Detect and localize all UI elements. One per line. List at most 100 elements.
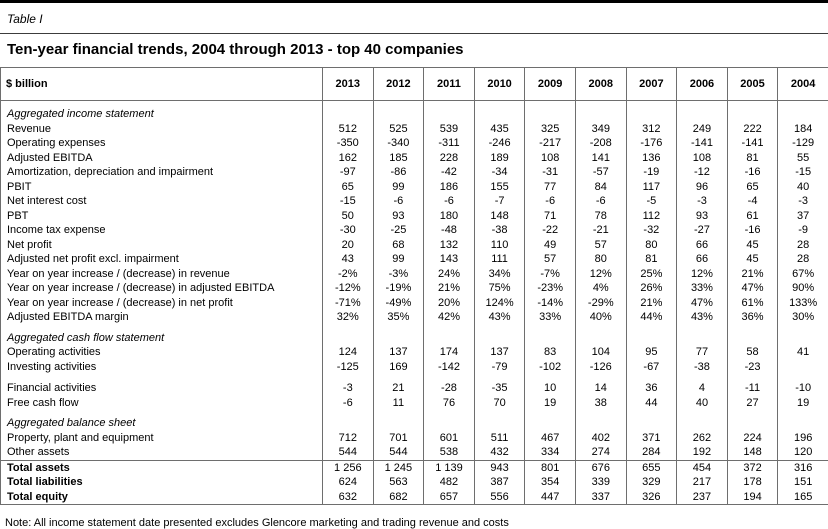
value-cell: -125 (322, 359, 374, 374)
value-cell: 217 (676, 475, 728, 490)
value-cell (322, 374, 374, 381)
value-cell: 81 (625, 252, 677, 267)
row-label: Year on year increase / (decrease) in ne… (7, 296, 233, 309)
value-cell: 47% (726, 281, 778, 296)
value-cell: 45 (726, 252, 778, 267)
value-cell: 132 (423, 237, 475, 252)
value-cell (322, 410, 374, 431)
value-cell (625, 410, 677, 431)
value-cell: -6 (322, 395, 374, 410)
year-header-2007: 2007 (625, 67, 677, 101)
value-cell: 65 (726, 179, 778, 194)
value-cell (625, 100, 677, 122)
row-label: Free cash flow (7, 396, 79, 409)
value-cell: 4 (676, 381, 728, 396)
value-cell: 435 (473, 121, 525, 136)
row-label: Property, plant and equipment (7, 431, 154, 444)
value-cell: 11 (372, 395, 424, 410)
value-cell: -23% (524, 281, 576, 296)
value-cell: 112 (625, 208, 677, 223)
value-cell: 151 (777, 475, 828, 490)
table-row: Operating activities 124 137 174 137 83 104 95 7… (1, 345, 828, 360)
value-cell: -3% (372, 266, 424, 281)
value-cell: 10 (524, 381, 576, 396)
value-cell: 36% (726, 310, 778, 325)
value-cell (372, 410, 424, 431)
value-cell: -49% (372, 295, 424, 310)
value-cell: -48 (423, 223, 475, 238)
value-cell: 228 (423, 150, 475, 165)
value-cell: -22 (524, 223, 576, 238)
value-cell: 262 (676, 430, 728, 445)
value-cell: -5 (625, 194, 677, 209)
value-cell (726, 374, 778, 381)
value-cell: 196 (777, 430, 828, 445)
value-cell (372, 100, 424, 122)
table-row: Investing activities -125 169 -142 -79 -102 -1… (1, 359, 828, 374)
value-cell: -350 (322, 136, 374, 151)
value-cell: 454 (676, 459, 728, 475)
value-cell (473, 100, 525, 122)
value-cell: 41 (777, 345, 828, 360)
row-label: Investing activities (7, 360, 97, 373)
value-cell: 165 (777, 489, 828, 505)
table-row: Other assets 544 544 538 432 334 274 284 192 148 1… (1, 445, 828, 460)
value-cell (726, 100, 778, 122)
value-cell: 174 (423, 345, 475, 360)
table-row: Net profit 20 68 132 110 49 57 80 66 45 28 (1, 237, 828, 252)
header-divider (0, 33, 828, 34)
value-cell: 19 (777, 395, 828, 410)
value-cell: -12% (322, 281, 374, 296)
value-cell: 141 (574, 150, 627, 165)
value-cell: 482 (423, 475, 475, 490)
value-cell: 120 (777, 445, 828, 460)
year-header-2005: 2005 (726, 67, 778, 101)
value-cell: 76 (423, 395, 475, 410)
value-cell: 676 (574, 459, 627, 475)
table-row: Total assets 1 256 1 245 1 139 943 801 676 655 4… (0, 459, 828, 475)
value-cell: 14 (574, 381, 627, 396)
value-cell: 354 (524, 475, 576, 490)
table-row: PBIT 65 99 186 155 77 84 117 96 65 40 (1, 179, 828, 194)
row-label: PBT (7, 209, 29, 222)
value-cell (473, 410, 525, 431)
value-cell: -246 (473, 136, 525, 151)
value-cell: 624 (322, 475, 374, 490)
value-cell: 148 (473, 208, 525, 223)
value-cell (574, 410, 627, 431)
value-cell: 80 (625, 237, 677, 252)
value-cell: -10 (777, 381, 828, 396)
value-cell: -38 (676, 359, 728, 374)
value-cell: -30 (322, 223, 374, 238)
value-cell: -12 (676, 165, 728, 180)
value-cell: -129 (777, 136, 828, 151)
value-cell: 137 (473, 345, 525, 360)
value-cell: 186 (423, 179, 475, 194)
value-cell: -35 (473, 381, 525, 396)
value-cell: 12% (574, 266, 627, 281)
value-cell: 19 (524, 395, 576, 410)
value-cell: 21% (625, 295, 677, 310)
value-cell (423, 100, 475, 122)
value-cell (777, 374, 828, 381)
value-cell: 77 (524, 179, 576, 194)
row-label: Other assets (7, 446, 70, 458)
value-cell: 801 (524, 459, 576, 475)
value-cell: 75% (473, 281, 525, 296)
value-cell: 99 (372, 252, 424, 267)
value-cell (777, 100, 828, 122)
value-cell (473, 324, 525, 345)
page-title: Ten-year financial trends, 2004 through … (7, 41, 464, 58)
value-cell: 325 (524, 121, 576, 136)
year-header-2009: 2009 (524, 67, 576, 101)
value-cell: 33% (676, 281, 728, 296)
value-cell: -32 (625, 223, 677, 238)
value-cell: -14% (524, 295, 576, 310)
value-cell: 30% (777, 310, 828, 325)
financial-trends-table: $ billion 2013 2012 2011 2010 2009 2008 2007 20… (0, 67, 828, 505)
value-cell: 26% (625, 281, 677, 296)
table-row: Year on year increase / (decrease) in ne… (1, 295, 828, 310)
value-cell: 538 (423, 445, 475, 460)
row-label: Net interest cost (7, 195, 87, 207)
